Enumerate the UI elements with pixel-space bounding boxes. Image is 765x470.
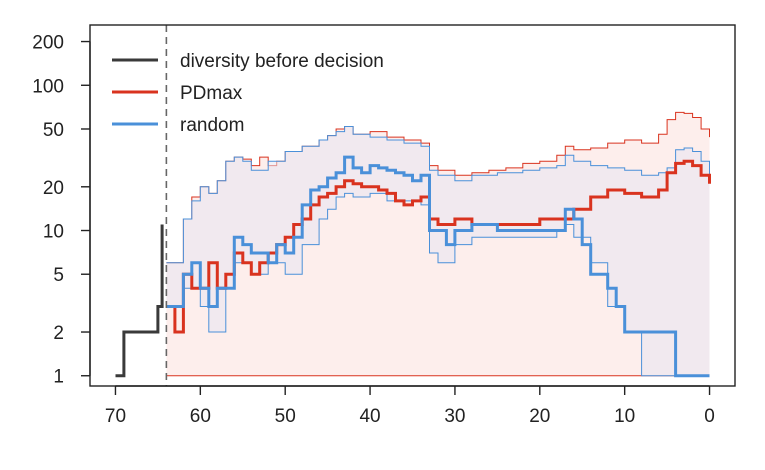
confidence-bands <box>166 111 710 377</box>
x-tick-label: 50 <box>275 406 296 427</box>
y-tick-label: 200 <box>32 33 64 54</box>
legend-label-random: random <box>180 115 244 136</box>
y-tick-label: 2 <box>53 323 64 344</box>
x-tick-label: 60 <box>190 406 211 427</box>
y-tick-label: 5 <box>53 265 64 286</box>
legend: diversity before decision PDmax random <box>112 51 384 136</box>
random-band-upper <box>166 126 710 264</box>
x-tick-label: 20 <box>529 406 550 427</box>
y-axis: 1 2 5 10 20 50 100 200 <box>32 33 91 388</box>
series-lines <box>115 155 711 378</box>
y-tick-label: 10 <box>43 222 64 243</box>
random-series-line <box>166 155 710 378</box>
y-tick-label: 1 <box>53 367 64 388</box>
pdmax-series-line <box>166 159 711 334</box>
x-tick-label: 40 <box>359 406 380 427</box>
x-tick-label: 30 <box>444 406 465 427</box>
x-tick-label: 70 <box>105 406 126 427</box>
y-tick-label: 20 <box>43 178 64 199</box>
y-tick-label: 100 <box>32 76 64 97</box>
legend-label-before: diversity before decision <box>180 51 384 72</box>
before-series-line <box>115 224 164 378</box>
legend-label-pdmax: PDmax <box>180 83 243 104</box>
y-tick-label: 50 <box>43 120 64 141</box>
x-tick-label: 0 <box>704 406 715 427</box>
random-band-area <box>166 126 710 376</box>
x-axis: 70 60 50 40 30 20 10 0 <box>105 385 715 427</box>
x-tick-label: 10 <box>614 406 635 427</box>
